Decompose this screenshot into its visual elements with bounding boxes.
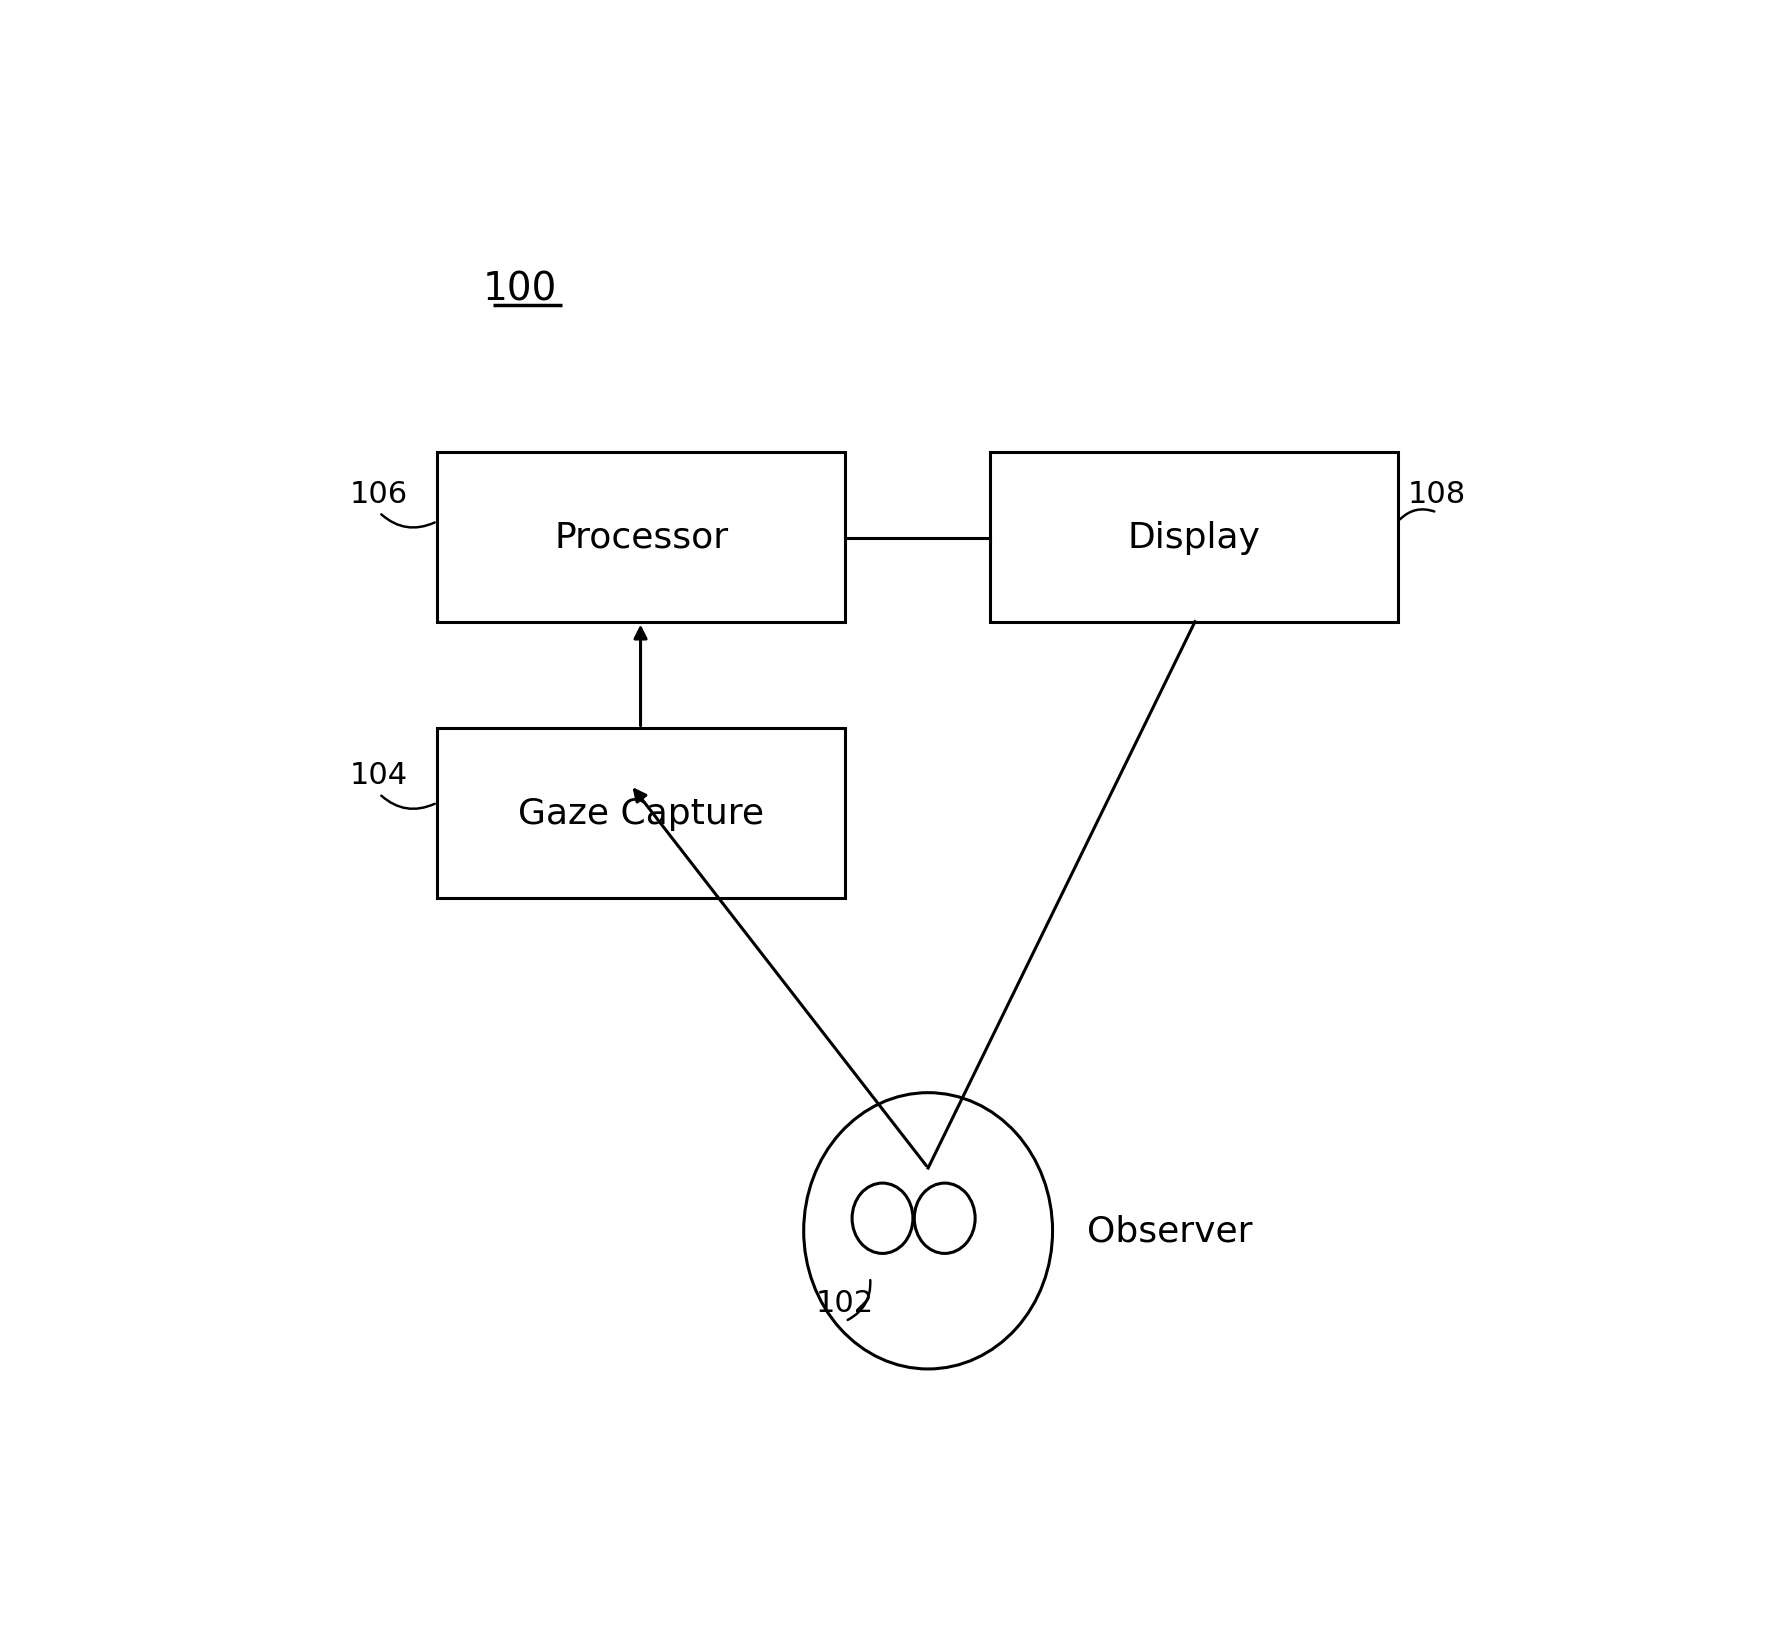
Text: 104: 104	[350, 761, 409, 791]
Text: Observer: Observer	[1086, 1214, 1252, 1249]
Text: 100: 100	[483, 271, 557, 308]
Text: 102: 102	[815, 1288, 874, 1317]
Bar	[437, 453, 846, 623]
Bar	[990, 453, 1399, 623]
Text: 108: 108	[1408, 479, 1466, 509]
Text: Processor: Processor	[555, 520, 728, 554]
Ellipse shape	[915, 1183, 976, 1253]
Ellipse shape	[805, 1094, 1053, 1369]
Text: 106: 106	[350, 479, 409, 509]
Ellipse shape	[853, 1183, 913, 1253]
Text: Display: Display	[1127, 520, 1261, 554]
Bar	[437, 729, 846, 898]
Text: Gaze Capture: Gaze Capture	[517, 797, 764, 831]
